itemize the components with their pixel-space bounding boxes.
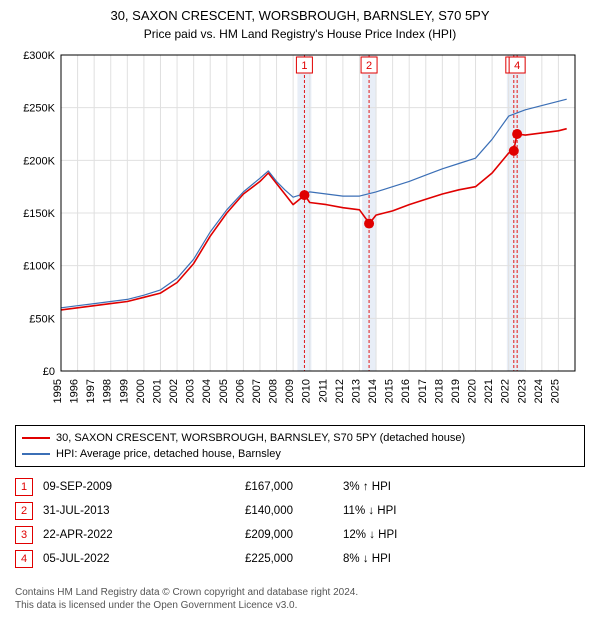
svg-text:1996: 1996 [69, 379, 81, 403]
legend-item-hpi: HPI: Average price, detached house, Barn… [22, 446, 578, 462]
svg-text:2013: 2013 [350, 379, 362, 403]
svg-text:£100K: £100K [23, 261, 55, 273]
tx-price: £167,000 [193, 481, 293, 493]
tx-diff: 11% ↓ HPI [303, 505, 423, 517]
svg-text:2003: 2003 [185, 379, 197, 403]
svg-text:2019: 2019 [450, 379, 462, 403]
footnote: Contains HM Land Registry data © Crown c… [15, 586, 585, 612]
chart-subtitle: Price paid vs. HM Land Registry's House … [0, 23, 600, 47]
tx-diff: 12% ↓ HPI [303, 529, 423, 541]
tx-diff: 8% ↓ HPI [303, 553, 423, 565]
tx-price: £225,000 [193, 553, 293, 565]
svg-text:£50K: £50K [29, 313, 55, 325]
svg-text:£0: £0 [43, 366, 55, 378]
svg-text:£200K: £200K [23, 155, 55, 167]
svg-text:2016: 2016 [400, 379, 412, 403]
transaction-table: 1 09-SEP-2009 £167,000 3% ↑ HPI 2 31-JUL-2013… [15, 475, 585, 571]
tx-marker: 1 [15, 478, 33, 496]
tx-date: 09-SEP-2009 [43, 481, 183, 493]
svg-text:2015: 2015 [384, 379, 396, 403]
svg-text:1998: 1998 [102, 379, 114, 403]
tx-price: £209,000 [193, 529, 293, 541]
transaction-row: 4 05-JUL-2022 £225,000 8% ↓ HPI [15, 547, 585, 571]
svg-text:2005: 2005 [218, 379, 230, 403]
svg-text:£300K: £300K [23, 50, 55, 62]
svg-text:2021: 2021 [483, 379, 495, 403]
svg-text:£250K: £250K [23, 103, 55, 115]
legend-swatch-property [22, 437, 50, 440]
transaction-row: 2 31-JUL-2013 £140,000 11% ↓ HPI [15, 499, 585, 523]
svg-text:2: 2 [366, 60, 372, 72]
legend-label-property: 30, SAXON CRESCENT, WORSBROUGH, BARNSLEY… [56, 432, 465, 444]
chart-container: 30, SAXON CRESCENT, WORSBROUGH, BARNSLEY… [0, 0, 600, 620]
svg-text:2014: 2014 [367, 379, 379, 403]
svg-text:2012: 2012 [334, 379, 346, 403]
svg-text:1997: 1997 [85, 379, 97, 403]
tx-price: £140,000 [193, 505, 293, 517]
svg-text:2025: 2025 [549, 379, 561, 403]
svg-text:2024: 2024 [533, 379, 545, 403]
svg-text:2018: 2018 [433, 379, 445, 403]
svg-text:2011: 2011 [317, 379, 329, 403]
svg-text:2023: 2023 [516, 379, 528, 403]
svg-text:2000: 2000 [135, 379, 147, 403]
tx-marker: 3 [15, 526, 33, 544]
line-chart-svg: £0 £50K £100K £150K £200K £250K £300K 1995 1996 1… [15, 47, 585, 417]
svg-text:2007: 2007 [251, 379, 263, 403]
tx-marker: 2 [15, 502, 33, 520]
legend: 30, SAXON CRESCENT, WORSBROUGH, BARNSLEY… [15, 425, 585, 467]
svg-text:1995: 1995 [52, 379, 64, 403]
svg-text:2006: 2006 [234, 379, 246, 403]
svg-text:2017: 2017 [417, 379, 429, 403]
svg-text:2010: 2010 [301, 379, 313, 403]
svg-text:1999: 1999 [118, 379, 130, 403]
tx-diff: 3% ↑ HPI [303, 481, 423, 493]
tx-marker: 4 [15, 550, 33, 568]
tx-date: 05-JUL-2022 [43, 553, 183, 565]
chart-title: 30, SAXON CRESCENT, WORSBROUGH, BARNSLEY… [0, 0, 600, 23]
svg-text:2001: 2001 [151, 379, 163, 403]
svg-text:2020: 2020 [467, 379, 479, 403]
chart-plot-area: £0 £50K £100K £150K £200K £250K £300K 1995 1996 1… [15, 47, 585, 417]
tx-date: 31-JUL-2013 [43, 505, 183, 517]
legend-item-property: 30, SAXON CRESCENT, WORSBROUGH, BARNSLEY… [22, 430, 578, 446]
svg-text:£150K: £150K [23, 208, 55, 220]
transaction-row: 1 09-SEP-2009 £167,000 3% ↑ HPI [15, 475, 585, 499]
tx-date: 22-APR-2022 [43, 529, 183, 541]
svg-text:2008: 2008 [268, 379, 280, 403]
svg-text:4: 4 [514, 60, 520, 72]
legend-swatch-hpi [22, 453, 50, 455]
svg-text:2002: 2002 [168, 379, 180, 403]
svg-text:2022: 2022 [500, 379, 512, 403]
svg-text:2009: 2009 [284, 379, 296, 403]
legend-label-hpi: HPI: Average price, detached house, Barn… [56, 448, 281, 460]
svg-text:2004: 2004 [201, 379, 213, 403]
footnote-line2: This data is licensed under the Open Gov… [15, 599, 585, 612]
footnote-line1: Contains HM Land Registry data © Crown c… [15, 586, 585, 599]
svg-text:1: 1 [301, 60, 307, 72]
transaction-row: 3 22-APR-2022 £209,000 12% ↓ HPI [15, 523, 585, 547]
